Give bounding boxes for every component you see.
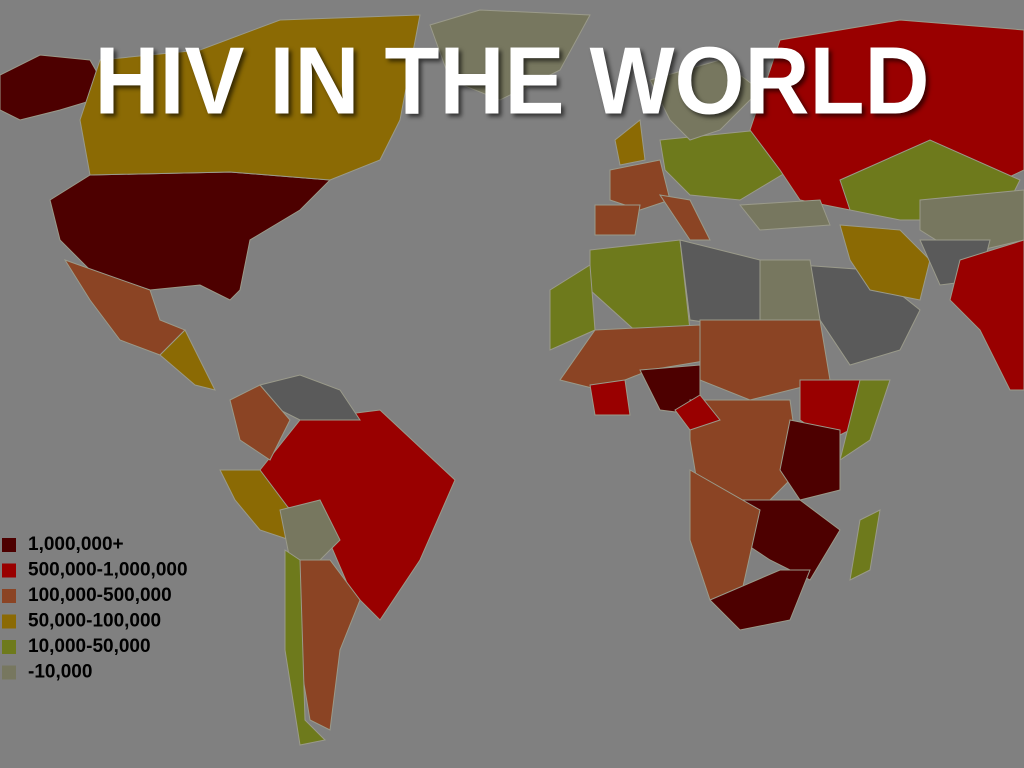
country: [614, 119, 646, 166]
country: [589, 379, 631, 416]
legend-swatch: [2, 640, 16, 654]
country: [229, 384, 291, 461]
legend: 1,000,000+ 500,000-1,000,000 100,000-500,0…: [2, 534, 188, 683]
legend-label: 100,000-500,000: [28, 585, 172, 606]
legend-swatch: [2, 665, 16, 680]
country: [709, 569, 811, 631]
country: [284, 549, 327, 746]
country: [839, 224, 931, 301]
legend-swatch: [2, 538, 16, 552]
country: [429, 9, 591, 101]
country: [739, 199, 831, 231]
country: [0, 54, 111, 121]
country: [779, 419, 841, 501]
country: [79, 14, 421, 181]
legend-label: -10,000: [28, 662, 92, 683]
legend-swatch: [2, 563, 16, 578]
country: [649, 59, 761, 141]
legend-label: 500,000-1,000,000: [28, 560, 188, 581]
legend-swatch: [2, 589, 16, 603]
country: [159, 329, 216, 391]
legend-label: 1,000,000+: [28, 534, 124, 555]
country: [849, 509, 881, 581]
country: [949, 239, 1024, 391]
country: [658, 194, 711, 241]
legend-label: 10,000-50,000: [28, 636, 151, 657]
country: [594, 204, 641, 236]
legend-swatch: [2, 614, 16, 629]
country: [919, 189, 1024, 256]
country: [609, 159, 671, 211]
country: [674, 394, 721, 431]
country: [839, 379, 891, 462]
title: HIV IN THE WORLD: [95, 27, 930, 134]
world-map: [0, 9, 1024, 746]
country: [759, 259, 821, 321]
legend-label: 50,000-100,000: [28, 611, 161, 632]
